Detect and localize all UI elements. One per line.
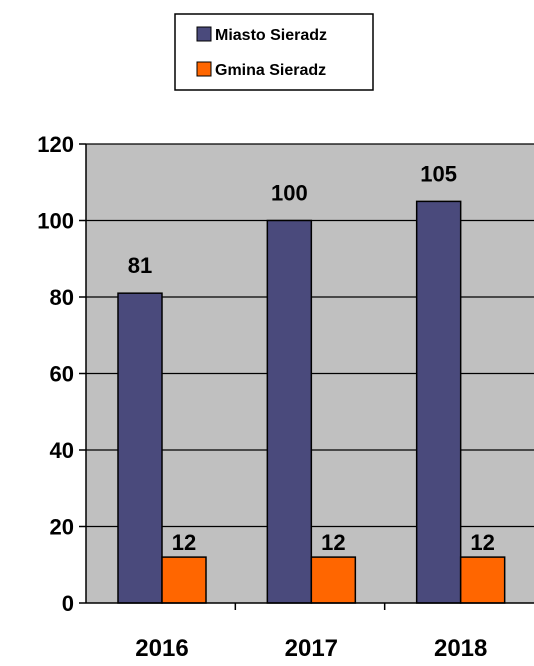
legend-label-miasto: Miasto Sieradz: [215, 27, 327, 44]
y-tick-label: 0: [62, 591, 74, 616]
legend: Miasto Sieradz Gmina Sieradz: [174, 13, 374, 91]
y-tick-label: 80: [50, 285, 74, 310]
y-tick-label: 120: [37, 132, 74, 157]
x-tick-label: 2018: [434, 635, 487, 662]
y-tick-label: 40: [50, 438, 74, 463]
y-tick-label: 100: [37, 209, 74, 234]
data-label: 12: [321, 530, 345, 555]
y-tick-label: 20: [50, 515, 74, 540]
data-label: 105: [420, 161, 457, 186]
data-label: 12: [172, 530, 196, 555]
data-label: 81: [128, 253, 152, 278]
data-labels: 81 12 100 12 105 12: [128, 161, 495, 555]
x-axis-ticks: 2016 2017 2018: [135, 603, 487, 662]
legend-label-gmina: Gmina Sieradz: [215, 62, 326, 79]
data-label: 12: [470, 530, 494, 555]
x-tick-label: 2017: [285, 635, 338, 662]
data-label: 100: [271, 181, 308, 206]
x-tick-label: 2016: [135, 635, 188, 662]
bar-miasto-2016: [117, 292, 163, 604]
legend-swatch-miasto: [196, 26, 212, 42]
legend-swatch-gmina: [196, 61, 212, 77]
y-axis-ticks: 0 20 40 60 80 100 120: [37, 132, 86, 616]
bar-gmina-2018: [459, 556, 506, 604]
bar-gmina-2017: [310, 556, 357, 604]
bar-miasto-2018: [415, 200, 462, 604]
bars: [117, 200, 506, 604]
bar-gmina-2016: [161, 556, 207, 604]
y-tick-label: 60: [50, 362, 74, 387]
bar-miasto-2017: [266, 219, 313, 604]
